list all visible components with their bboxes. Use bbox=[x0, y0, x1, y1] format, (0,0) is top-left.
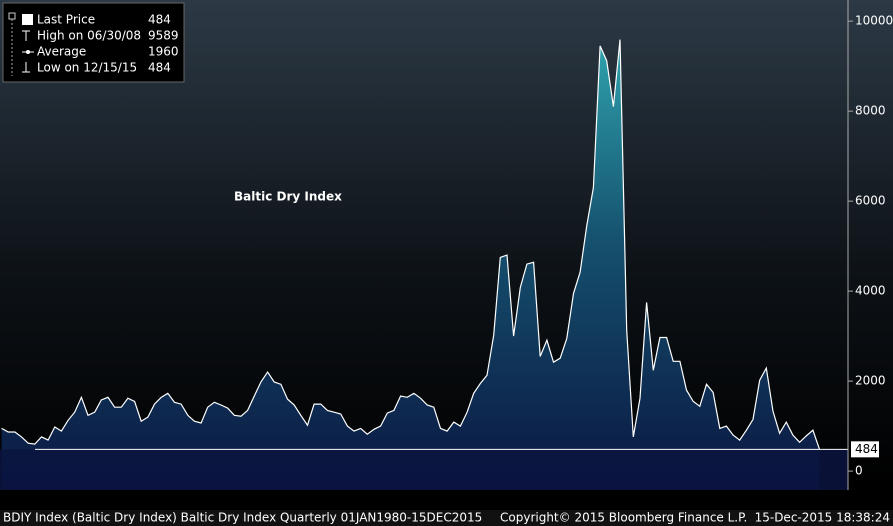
last-price-label: 484 bbox=[855, 442, 878, 456]
legend-value: 9589 bbox=[148, 29, 179, 43]
legend-box bbox=[2, 2, 185, 83]
plot-area bbox=[0, 39, 848, 490]
legend-label: Average bbox=[37, 45, 86, 59]
legend-icon bbox=[22, 30, 30, 41]
footer-text: 15-Dec-2015 18:38:24 bbox=[755, 511, 890, 525]
legend-value: 1960 bbox=[148, 45, 179, 59]
legend-icon bbox=[26, 50, 30, 54]
legend-label: Last Price bbox=[37, 13, 95, 27]
line bbox=[1, 39, 821, 450]
legend-value: 484 bbox=[148, 13, 171, 27]
y-tick-label: 6000 bbox=[855, 194, 886, 208]
legend-label: Low on 12/15/15 bbox=[37, 61, 137, 75]
legend: Last Price 484 High on 06/30/08 9589 Ave… bbox=[2, 2, 185, 83]
x-axis-band bbox=[0, 490, 893, 510]
footer-text: BDIY Index (Baltic Dry Index) Baltic Dry… bbox=[3, 511, 482, 525]
legend-icon bbox=[22, 62, 30, 73]
legend-label: High on 06/30/08 bbox=[37, 29, 141, 43]
footer-text: Copyright© 2015 Bloomberg Finance L.P. bbox=[500, 511, 747, 525]
y-tick-label: 0 bbox=[855, 464, 863, 478]
legend-icon bbox=[22, 14, 33, 25]
y-tick-label: 10000 bbox=[855, 14, 893, 28]
footer bbox=[0, 510, 893, 526]
y-tick-label: 4000 bbox=[855, 284, 886, 298]
y-tick-label: 8000 bbox=[855, 104, 886, 118]
legend-value: 484 bbox=[148, 61, 171, 75]
y-tick-label: 2000 bbox=[855, 374, 886, 388]
last-price-tag bbox=[851, 441, 879, 458]
chart-title: Baltic Dry Index bbox=[234, 190, 342, 204]
low-band bbox=[0, 449, 848, 490]
area bbox=[1, 39, 820, 490]
